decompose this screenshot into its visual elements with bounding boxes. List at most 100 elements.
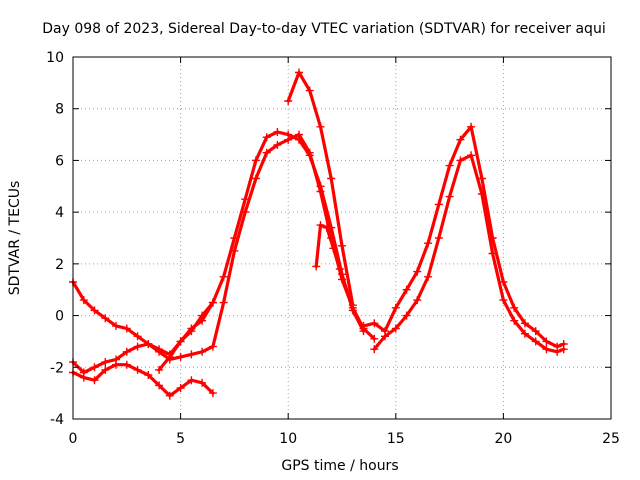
data-point	[329, 244, 338, 253]
data-point	[531, 337, 540, 346]
data-point	[434, 234, 443, 242]
data-point	[510, 303, 519, 312]
data-point	[165, 352, 174, 361]
x-tick-label: 20	[494, 431, 512, 447]
series-line	[71, 363, 215, 398]
data-point	[391, 303, 400, 312]
data-point	[90, 376, 99, 385]
series-satellite-pass-3	[69, 360, 217, 400]
data-point	[520, 319, 529, 328]
series-line	[372, 153, 566, 354]
data-point	[230, 234, 239, 242]
data-point	[122, 324, 131, 333]
data-point	[531, 327, 540, 336]
data-point	[262, 133, 271, 142]
series-line	[157, 130, 366, 372]
data-point	[251, 156, 260, 165]
y-tick-label: 2	[55, 257, 64, 273]
data-point	[424, 272, 433, 281]
data-point	[456, 156, 465, 165]
data-point	[187, 376, 196, 385]
data-point	[79, 296, 88, 305]
data-series	[69, 68, 568, 400]
data-point	[284, 130, 293, 139]
y-tick-label: 10	[46, 50, 64, 66]
x-tick-label: 10	[279, 431, 297, 447]
data-point	[79, 373, 88, 382]
series-satellite-pass-8	[370, 151, 568, 356]
x-tick-label: 0	[69, 431, 78, 447]
data-point	[370, 334, 379, 343]
data-point	[559, 345, 568, 354]
data-point	[155, 365, 164, 374]
x-tick-label: 25	[602, 431, 620, 447]
data-point	[90, 306, 99, 315]
data-point	[133, 332, 142, 341]
data-point	[112, 321, 120, 330]
data-point	[316, 122, 325, 131]
data-point	[122, 360, 131, 369]
data-point	[101, 314, 110, 323]
data-point	[208, 298, 217, 307]
data-point	[208, 389, 217, 398]
data-point	[510, 316, 519, 325]
y-tick-label: 0	[55, 309, 64, 325]
data-point	[133, 342, 142, 351]
data-point	[335, 265, 344, 273]
data-point	[542, 337, 551, 346]
data-point	[112, 360, 120, 369]
data-point	[133, 365, 142, 374]
data-point	[467, 122, 476, 131]
series-satellite-pass-6	[312, 221, 344, 273]
data-point	[219, 272, 228, 281]
plot-frame	[72, 56, 612, 420]
data-point	[251, 174, 260, 183]
data-point	[155, 345, 164, 354]
data-point	[176, 384, 185, 392]
data-point	[338, 270, 346, 279]
data-point	[520, 329, 529, 338]
data-point	[176, 337, 185, 346]
data-point	[391, 324, 400, 333]
data-point	[316, 182, 325, 191]
data-point	[456, 135, 465, 144]
data-point	[348, 301, 357, 310]
data-point	[305, 151, 314, 160]
y-tick-label: 4	[55, 205, 64, 221]
data-point	[467, 151, 476, 160]
series-line	[361, 125, 566, 349]
data-point	[122, 347, 131, 356]
data-point	[198, 316, 207, 325]
data-point	[198, 347, 207, 356]
data-point	[488, 249, 497, 258]
data-point	[413, 296, 422, 305]
data-point	[144, 371, 153, 379]
data-point	[402, 311, 411, 320]
data-point	[338, 241, 346, 250]
x-tick-label: 5	[176, 431, 185, 447]
data-point	[359, 321, 368, 330]
data-point	[101, 365, 110, 374]
y-tick-label: 8	[55, 102, 64, 118]
data-point	[305, 86, 314, 95]
y-axis-label: SDTVAR / TECUs	[7, 181, 23, 296]
data-point	[144, 340, 153, 348]
data-point	[295, 68, 303, 77]
grid-lines	[73, 57, 611, 419]
data-point	[381, 332, 389, 341]
data-point	[198, 378, 207, 387]
data-point	[402, 285, 411, 294]
axis-ticks: 0 5 10 15 20 25 -4 -2 0 2 4 6 8 10	[46, 50, 620, 447]
data-point	[262, 148, 271, 157]
data-point	[370, 319, 379, 328]
x-tick-label: 15	[387, 431, 405, 447]
data-point	[477, 190, 486, 198]
data-point	[322, 223, 331, 232]
data-point	[284, 97, 293, 105]
data-point	[499, 296, 508, 305]
data-point	[370, 345, 379, 354]
data-point	[208, 342, 217, 351]
data-point	[273, 128, 282, 136]
data-point	[155, 381, 164, 390]
data-point	[316, 221, 325, 230]
